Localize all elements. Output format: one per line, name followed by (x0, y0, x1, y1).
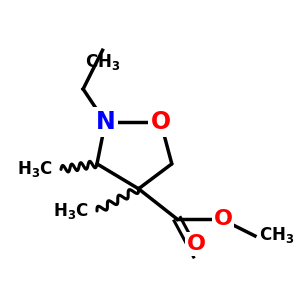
Text: O: O (151, 110, 171, 134)
Text: O: O (187, 234, 206, 254)
Text: O: O (214, 209, 232, 229)
Text: $\mathbf{H_3C}$: $\mathbf{H_3C}$ (17, 159, 53, 179)
Text: $\mathbf{CH_3}$: $\mathbf{CH_3}$ (259, 224, 295, 244)
Text: $\mathbf{CH_3}$: $\mathbf{CH_3}$ (85, 52, 120, 72)
Text: $\mathbf{H_3C}$: $\mathbf{H_3C}$ (53, 201, 89, 221)
Text: N: N (95, 110, 115, 134)
